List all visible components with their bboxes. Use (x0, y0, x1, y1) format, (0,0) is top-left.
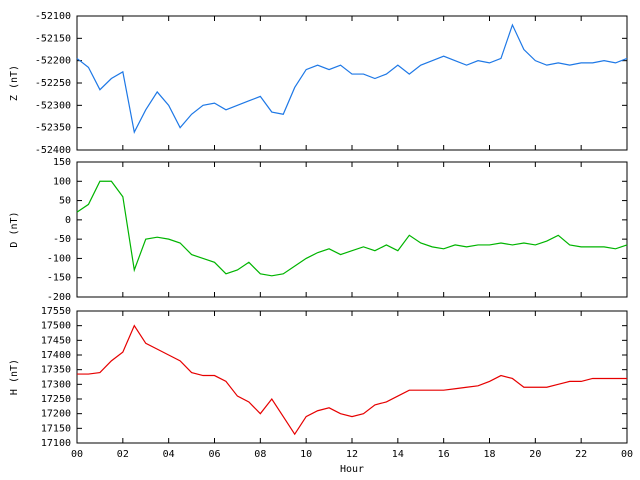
y-tick-label: 17350 (41, 365, 71, 376)
y-axis-label: H (nT) (9, 359, 20, 395)
data-line (77, 324, 627, 436)
x-tick-label: 12 (346, 449, 358, 460)
x-tick-label: 08 (254, 449, 266, 460)
x-tick-label: 00 (621, 449, 633, 460)
y-tick-label: -52100 (35, 11, 71, 22)
y-tick-label: -52250 (35, 78, 71, 89)
x-tick-label: 04 (163, 449, 175, 460)
x-tick-label: 06 (208, 449, 220, 460)
y-axis-label: D (nT) (9, 211, 20, 247)
y-tick-label: 17150 (41, 423, 71, 434)
x-tick-label: 22 (575, 449, 587, 460)
y-tick-label: -52150 (35, 33, 71, 44)
panel-frame (76, 310, 628, 444)
x-tick-label: 20 (529, 449, 541, 460)
y-tick-label: -52200 (35, 56, 71, 67)
y-tick-label: 100 (53, 176, 71, 187)
y-tick-label: -52400 (35, 145, 71, 156)
y-tick-label: 17300 (41, 379, 71, 390)
y-tick-label: 17250 (41, 394, 71, 405)
y-tick-label: -52300 (35, 100, 71, 111)
data-line (76, 23, 628, 134)
y-tick-label: 150 (53, 157, 71, 168)
y-tick-label: -50 (53, 234, 71, 245)
y-tick-label: 17100 (41, 438, 71, 449)
y-tick-label: 0 (65, 215, 71, 226)
x-tick-label: 00 (71, 449, 83, 460)
y-axis-label: Z (nT) (9, 65, 20, 101)
panel-frame (76, 15, 628, 151)
y-tick-label: 17400 (41, 350, 71, 361)
y-tick-label: -150 (47, 273, 71, 284)
x-tick-label: 16 (438, 449, 450, 460)
x-tick-label: 14 (392, 449, 404, 460)
data-line (76, 180, 628, 277)
y-tick-label: 17550 (41, 306, 71, 317)
y-tick-label: 17450 (41, 335, 71, 346)
y-tick-label: 17200 (41, 409, 71, 420)
x-tick-label: 18 (483, 449, 495, 460)
panel-frame (76, 161, 628, 298)
y-tick-label: 50 (59, 196, 71, 207)
y-tick-label: -52350 (35, 123, 71, 134)
x-tick-label: 10 (300, 449, 312, 460)
x-tick-label: 02 (117, 449, 129, 460)
y-tick-label: 17500 (41, 321, 71, 332)
x-axis-label: Hour (340, 464, 364, 475)
y-tick-label: -200 (47, 292, 71, 303)
y-tick-label: -100 (47, 253, 71, 264)
